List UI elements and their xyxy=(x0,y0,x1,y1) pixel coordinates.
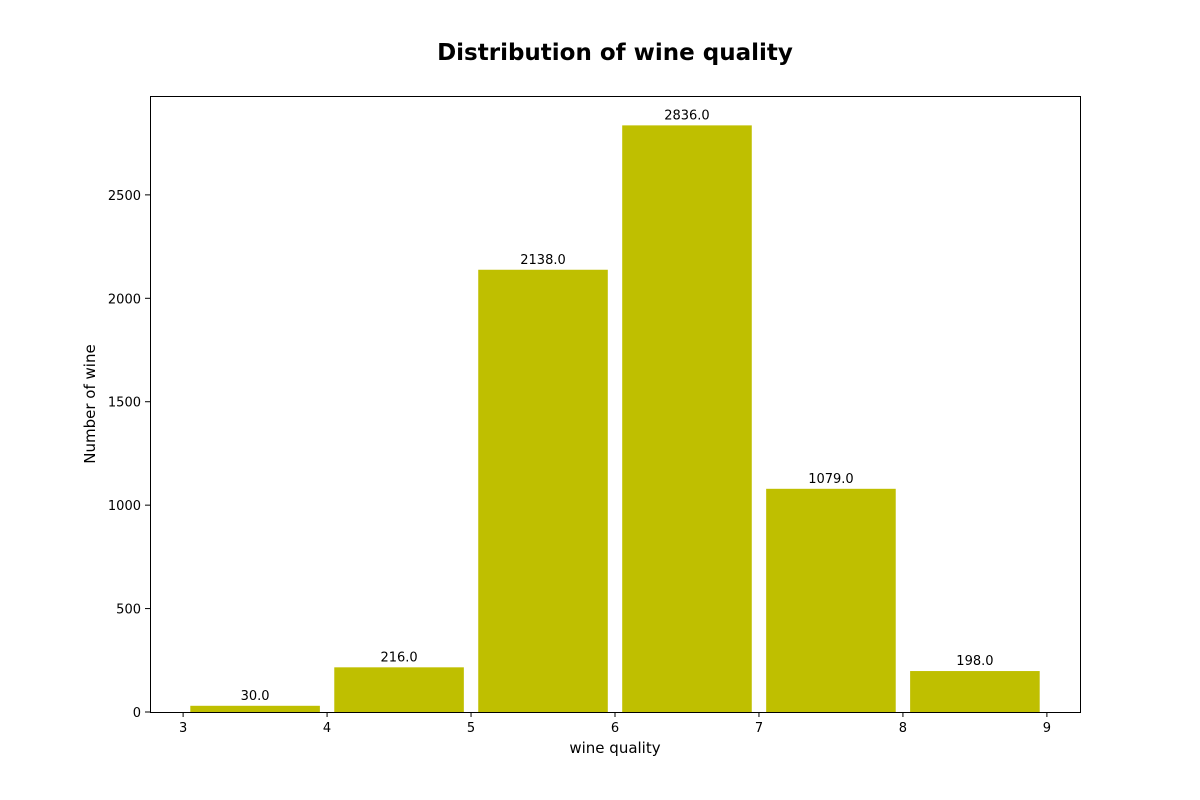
data-label-6-7: 2836.0 xyxy=(664,108,710,123)
data-label-7-8: 1079.0 xyxy=(808,472,854,487)
x-tick-label-3: 3 xyxy=(179,721,187,736)
data-label-4-5: 216.0 xyxy=(380,650,417,665)
bar-quality-6-7 xyxy=(622,125,752,712)
data-label-8-9: 198.0 xyxy=(956,654,993,669)
data-label-3-4: 30.0 xyxy=(241,689,270,704)
data-label-5-6: 2138.0 xyxy=(520,253,566,268)
y-tick-label-500: 500 xyxy=(116,603,141,618)
plot-frame xyxy=(150,96,1081,713)
bar-quality-7-8 xyxy=(766,488,896,712)
bar-quality-5-6 xyxy=(478,269,608,712)
data-labels-layer: 30.0 216.0 2138.0 2836.0 1079.0 198.0 xyxy=(241,108,994,703)
y-tick-label-0: 0 xyxy=(133,706,141,721)
y-tick-label-1000: 1000 xyxy=(108,499,141,514)
y-axis-ticks: 0 500 1000 1500 2000 2500 xyxy=(108,189,150,721)
bars-layer xyxy=(190,125,1040,712)
x-axis-ticks: 3 4 5 6 7 8 9 xyxy=(179,712,1051,736)
y-tick-label-2000: 2000 xyxy=(108,292,141,307)
bar-quality-8-9 xyxy=(910,671,1040,712)
y-tick-label-1500: 1500 xyxy=(108,396,141,411)
x-tick-label-6: 6 xyxy=(611,721,619,736)
bar-quality-4-5 xyxy=(334,667,464,712)
x-axis-label: wine quality xyxy=(569,739,660,757)
x-tick-label-4: 4 xyxy=(323,721,331,736)
x-tick-label-9: 9 xyxy=(1043,721,1051,736)
x-tick-label-5: 5 xyxy=(467,721,475,736)
bar-quality-3-4 xyxy=(190,705,320,712)
y-axis-label: Number of wine xyxy=(81,344,99,463)
chart-title: Distribution of wine quality xyxy=(437,40,793,66)
x-tick-label-8: 8 xyxy=(899,721,907,736)
x-tick-label-7: 7 xyxy=(755,721,763,736)
y-tick-label-2500: 2500 xyxy=(108,189,141,204)
